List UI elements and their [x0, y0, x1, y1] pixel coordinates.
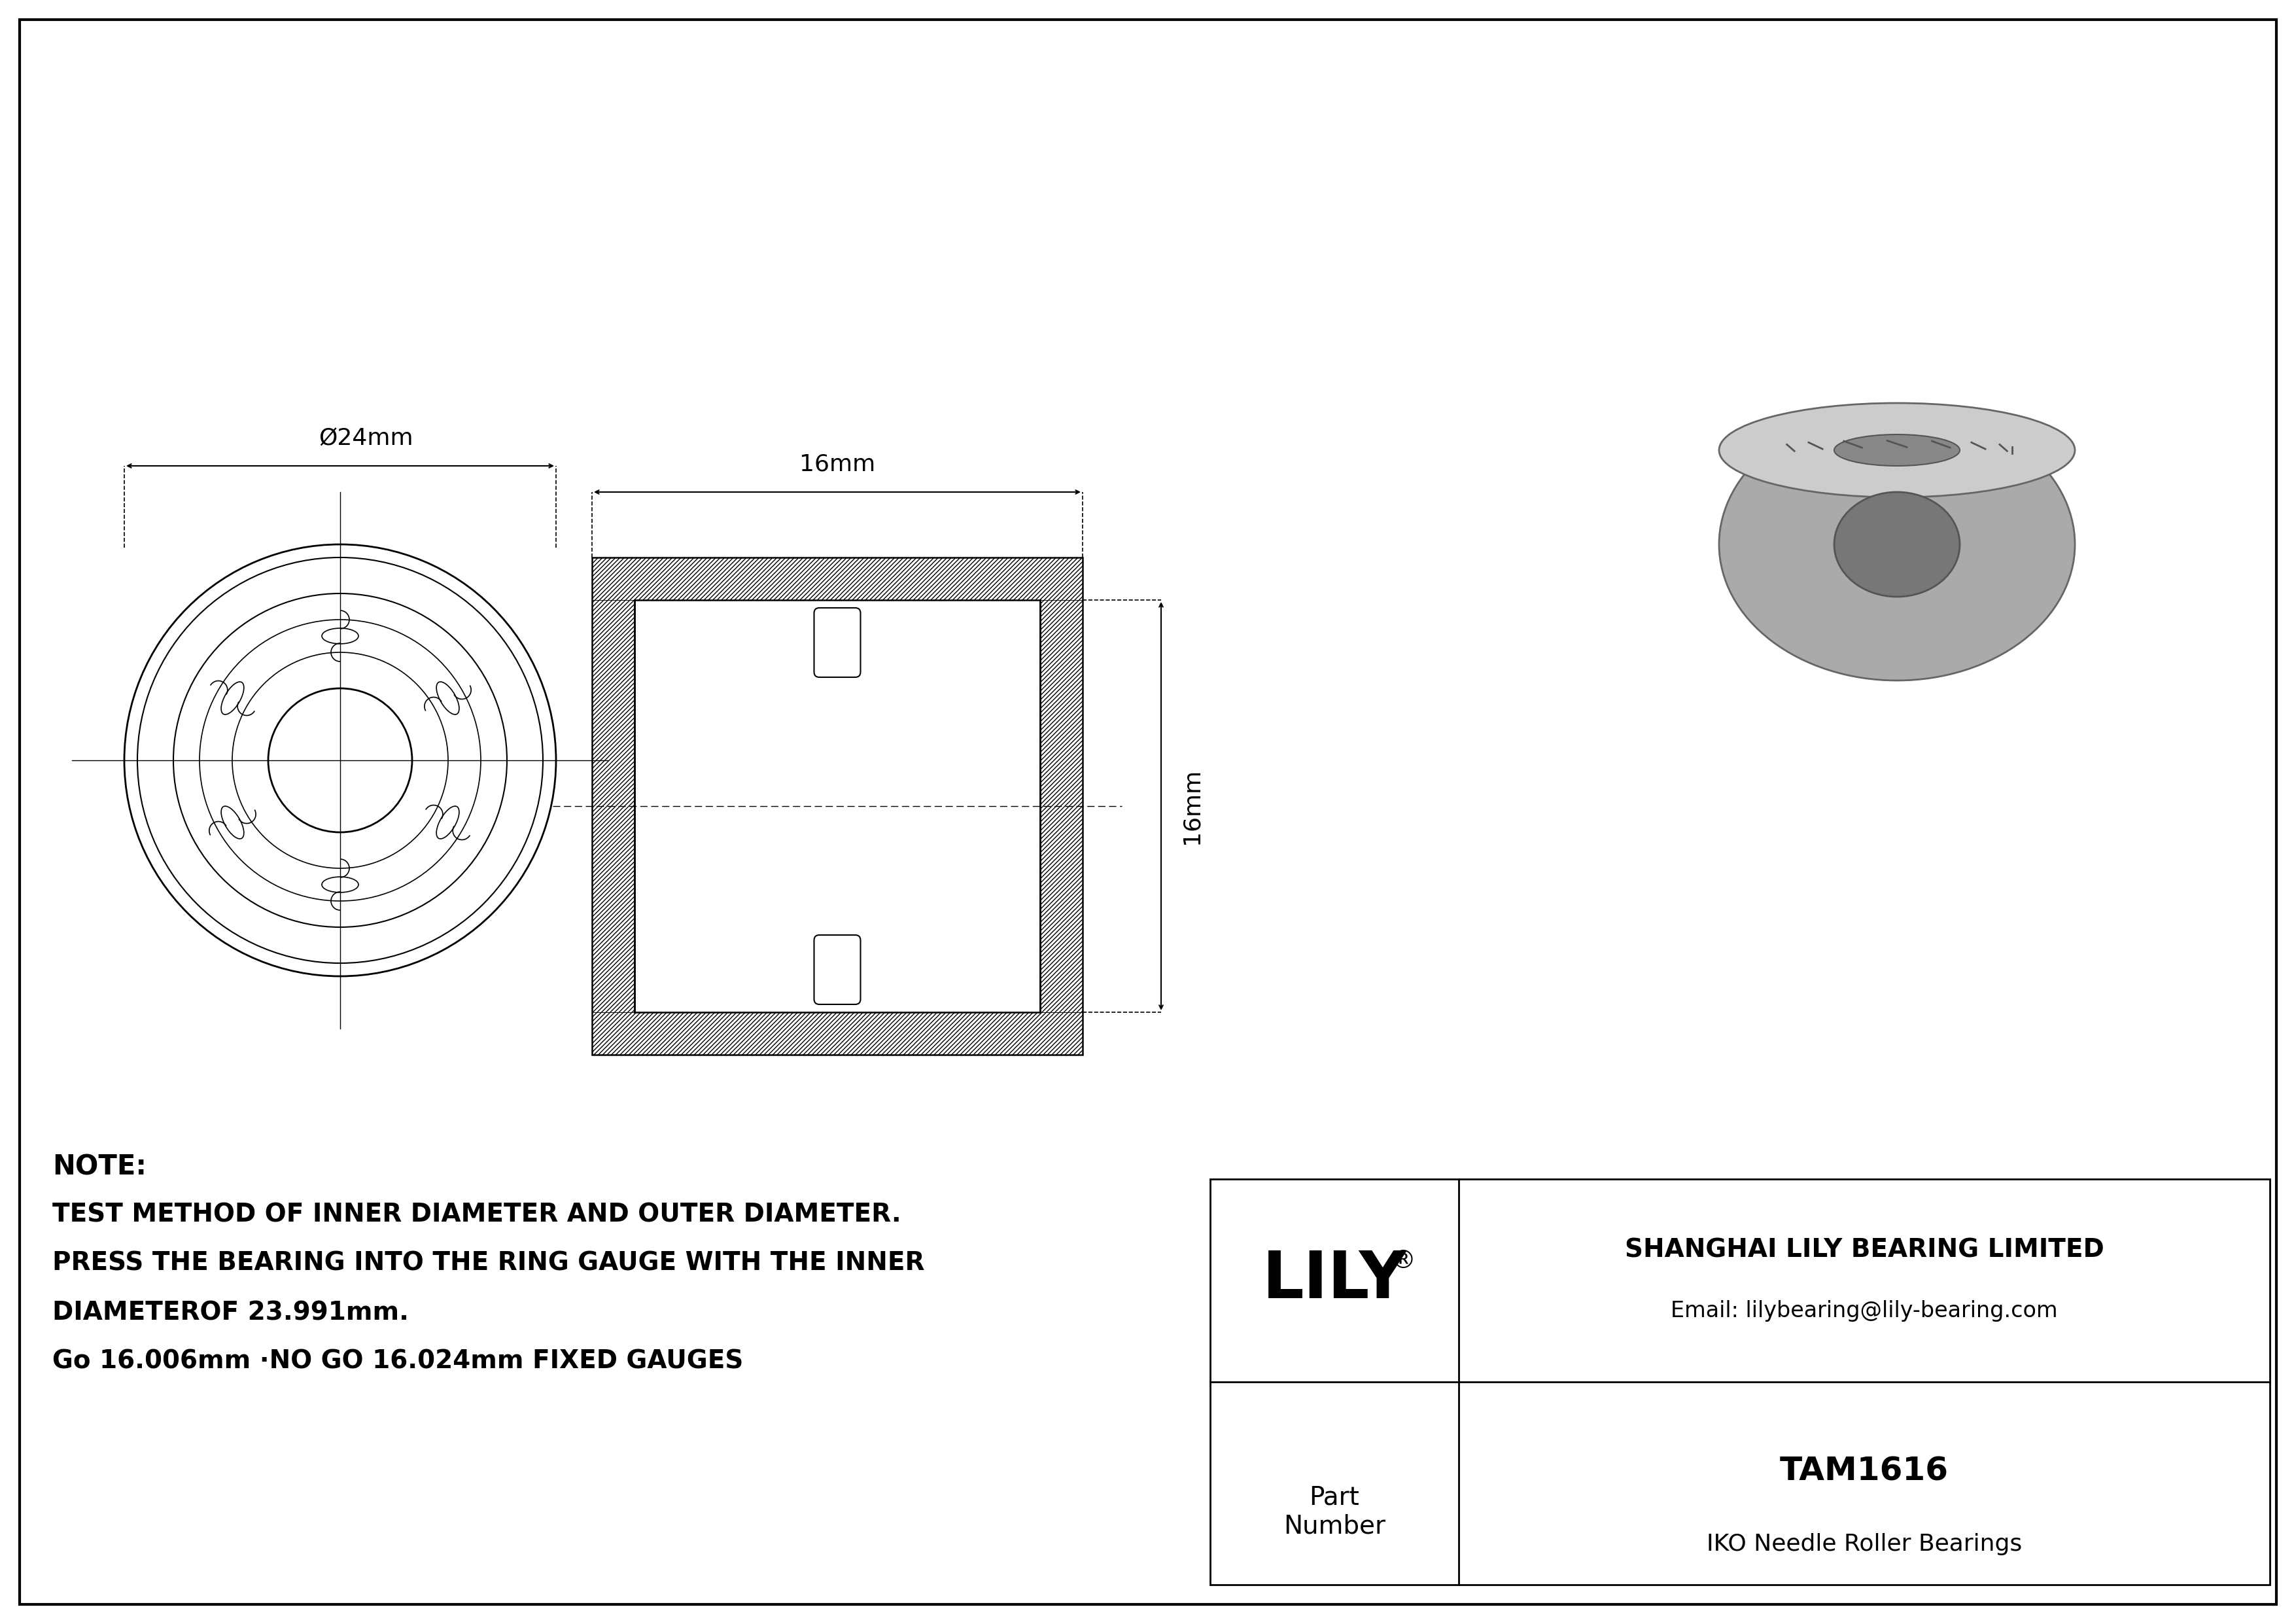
Ellipse shape: [1720, 408, 2076, 680]
Text: DIAMETEROF 23.991mm.: DIAMETEROF 23.991mm.: [53, 1301, 409, 1325]
Ellipse shape: [1835, 435, 1961, 466]
Ellipse shape: [1720, 403, 2076, 497]
Bar: [592, 557, 1084, 1054]
Text: IKO Needle Roller Bearings: IKO Needle Roller Bearings: [1706, 1533, 2023, 1556]
Text: NOTE:: NOTE:: [53, 1153, 147, 1181]
Bar: [592, 1012, 1084, 1054]
Text: LILY: LILY: [1263, 1249, 1407, 1312]
Text: TEST METHOD OF INNER DIAMETER AND OUTER DIAMETER.: TEST METHOD OF INNER DIAMETER AND OUTER …: [53, 1202, 902, 1226]
Bar: [1040, 599, 1084, 1012]
Text: Part
Number: Part Number: [1283, 1484, 1384, 1538]
Text: ®: ®: [1391, 1249, 1417, 1273]
Text: Go 16.006mm ·NO GO 16.024mm FIXED GAUGES: Go 16.006mm ·NO GO 16.024mm FIXED GAUGES: [53, 1350, 744, 1374]
Bar: [634, 599, 1040, 1012]
Text: Email: lilybearing@lily-bearing.com: Email: lilybearing@lily-bearing.com: [1671, 1301, 2057, 1322]
Text: SHANGHAI LILY BEARING LIMITED: SHANGHAI LILY BEARING LIMITED: [1626, 1237, 2103, 1262]
Text: 16mm: 16mm: [1180, 768, 1203, 844]
Text: PRESS THE BEARING INTO THE RING GAUGE WITH THE INNER: PRESS THE BEARING INTO THE RING GAUGE WI…: [53, 1250, 925, 1276]
Bar: [592, 599, 634, 1012]
Ellipse shape: [1835, 492, 1961, 596]
Bar: [1210, 1179, 2271, 1585]
Text: 16mm: 16mm: [799, 453, 875, 476]
Text: Ø24mm: Ø24mm: [319, 427, 413, 450]
Text: TAM1616: TAM1616: [1779, 1455, 1949, 1488]
Bar: [592, 557, 1084, 599]
